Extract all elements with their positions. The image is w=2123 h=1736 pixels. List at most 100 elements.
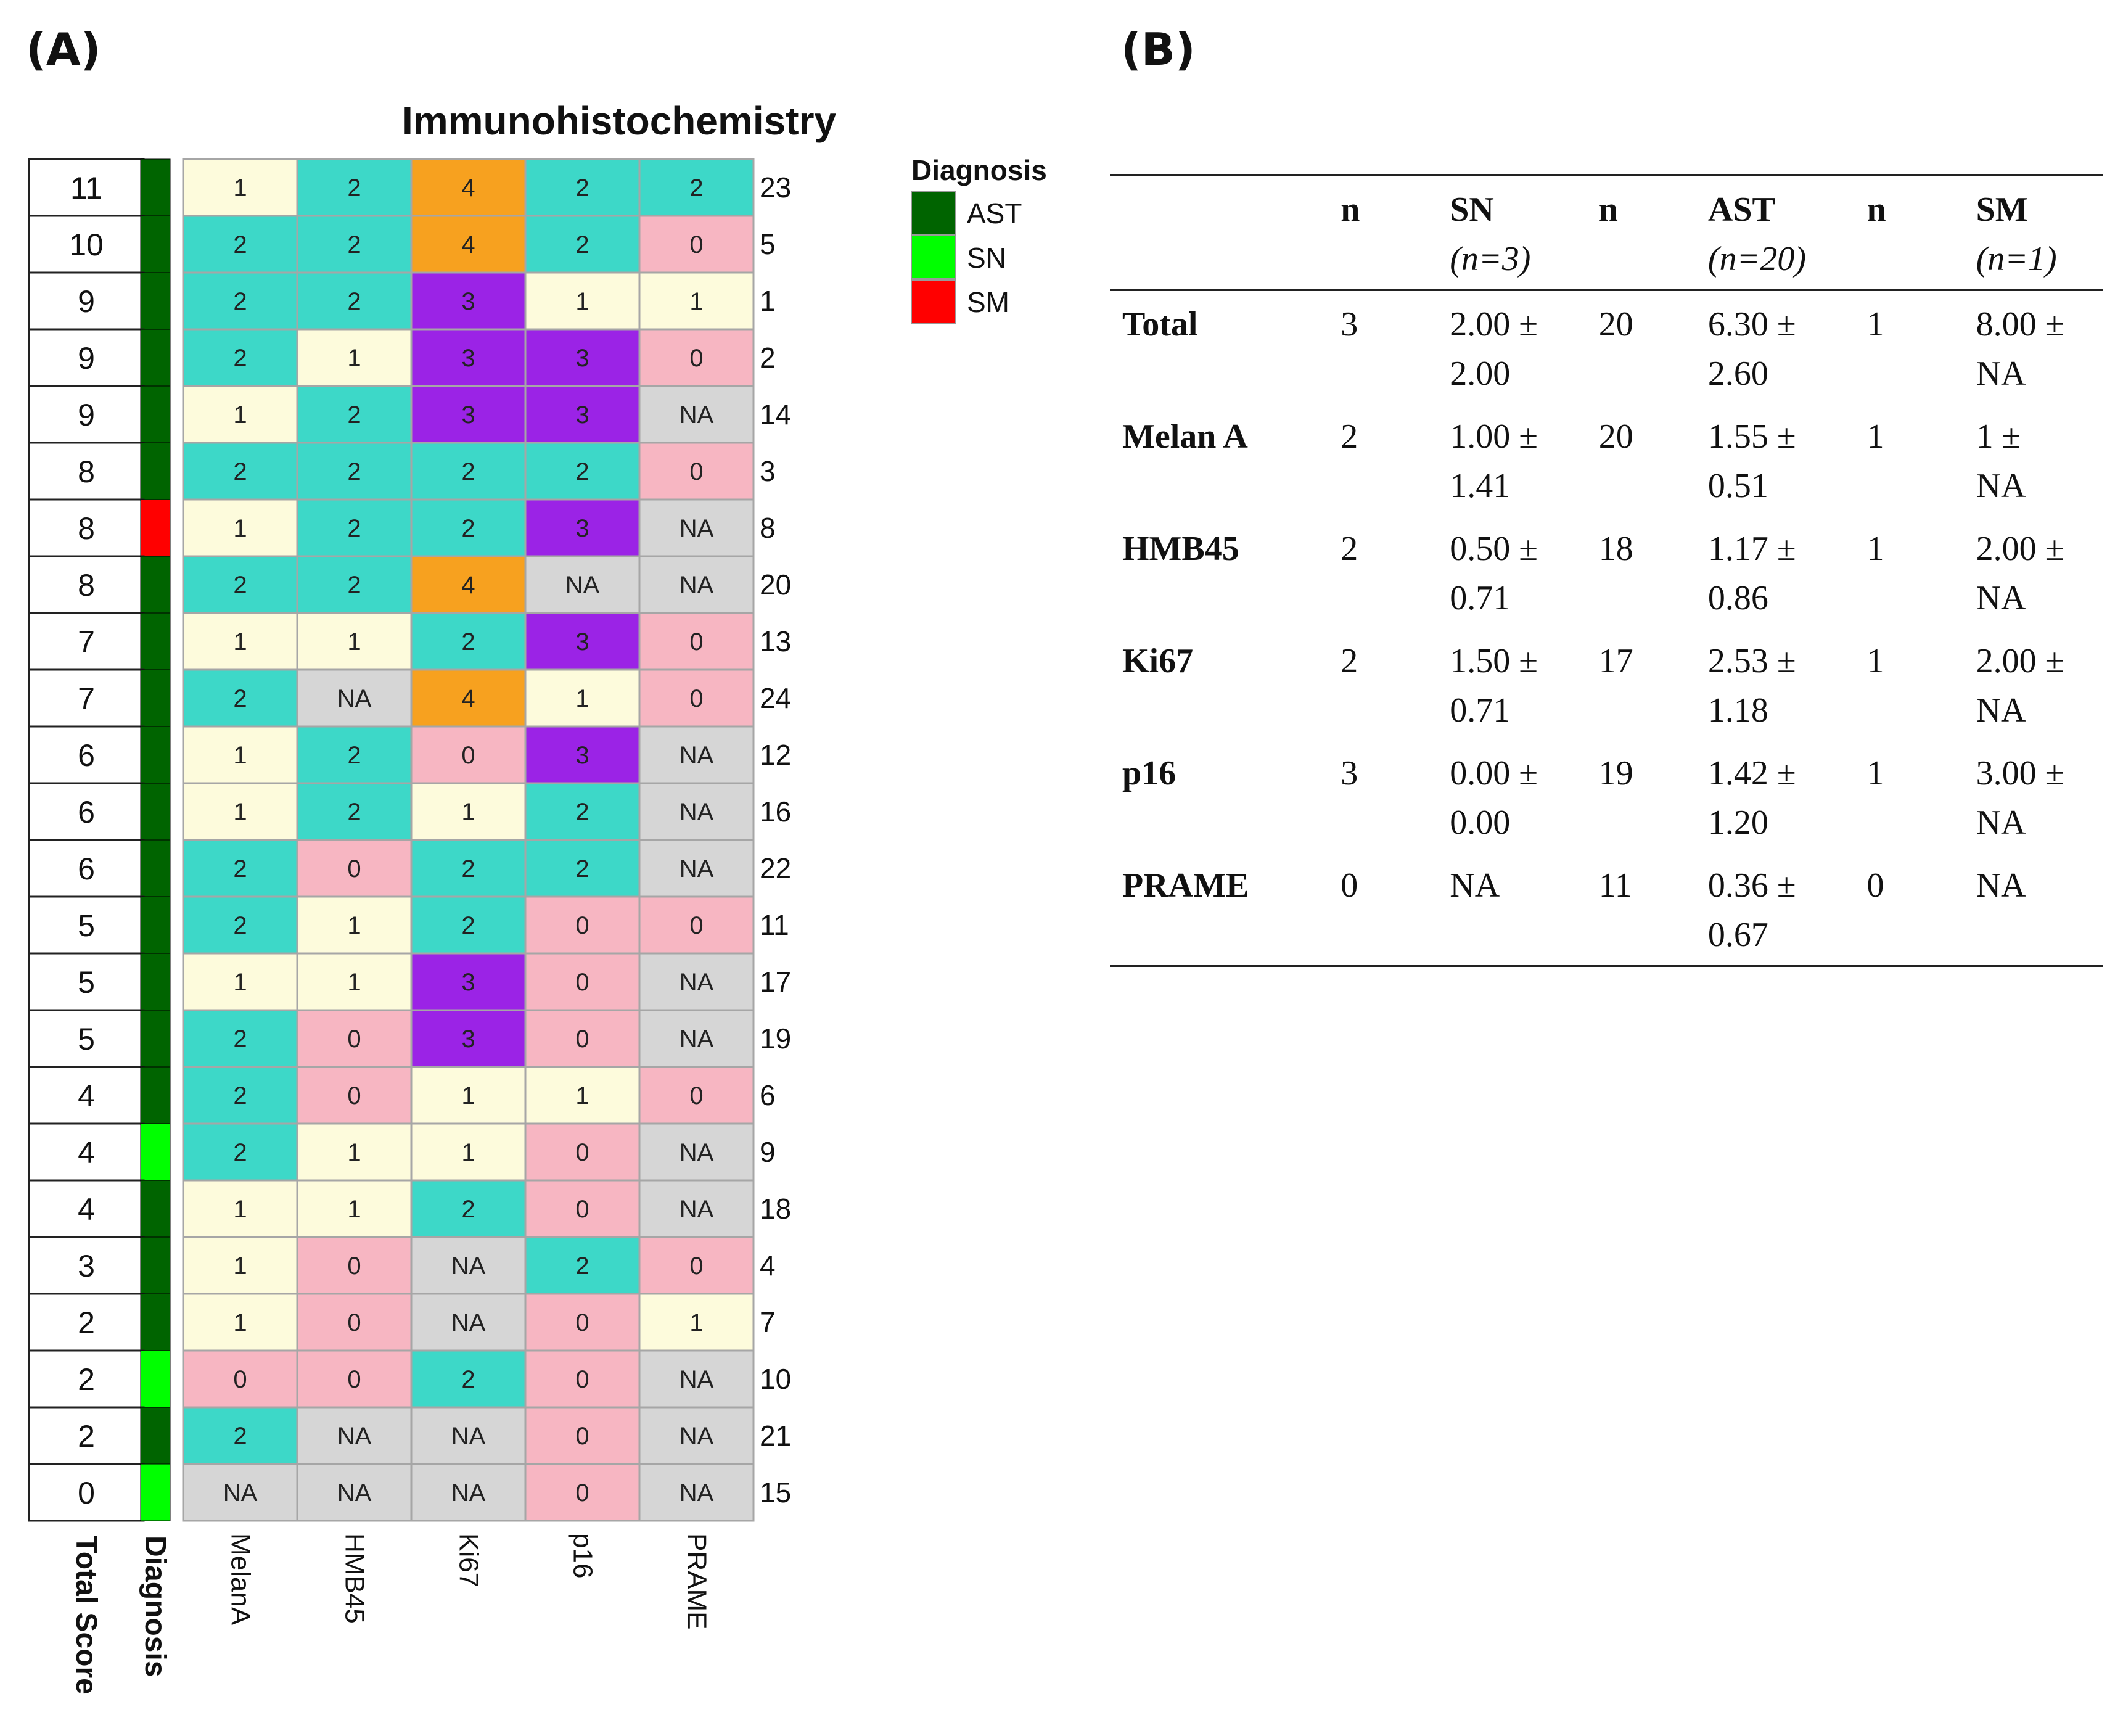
mean-value: 1.55 ± bbox=[1707, 418, 1796, 456]
heatmap-cell bbox=[524, 328, 641, 387]
score-label: 5 bbox=[78, 908, 95, 943]
cell-value: 1 bbox=[347, 969, 361, 996]
row-id-label: 22 bbox=[760, 852, 791, 884]
cell-value: 1 bbox=[461, 799, 475, 826]
score-box bbox=[28, 839, 145, 898]
cell-value: 2 bbox=[575, 855, 589, 882]
cell-value: 0 bbox=[347, 1082, 361, 1109]
heatmap-cell bbox=[182, 1009, 298, 1068]
sd-value: 0.86 bbox=[1707, 579, 1768, 617]
heatmap-cell bbox=[182, 668, 298, 728]
cell-value: NA bbox=[680, 515, 714, 542]
heatmap-cell bbox=[182, 215, 298, 274]
table-row: Total 3 2.00 ± 2.00 20 6.30 ± 2.60 1 8.00 ± NA bbox=[1110, 290, 2103, 403]
diagnosis-cell bbox=[140, 1407, 171, 1465]
table-cell: 20 bbox=[1598, 418, 1633, 456]
score-box bbox=[28, 328, 145, 387]
cell-value: 1 bbox=[233, 401, 247, 429]
cell-value: 3 bbox=[461, 288, 475, 315]
heatmap-cell bbox=[524, 1293, 641, 1352]
table-cell: 2.00 ± NA bbox=[1964, 628, 2103, 740]
cell-value: 2 bbox=[233, 855, 247, 882]
score-box bbox=[28, 612, 145, 671]
heatmap-cell bbox=[410, 1406, 527, 1465]
heatmap-cell bbox=[182, 895, 298, 955]
header-sublabel: (n=20) bbox=[1707, 240, 1806, 278]
heatmap-cell bbox=[182, 952, 298, 1011]
sd-value: 2.00 bbox=[1450, 355, 1511, 393]
score-label: 4 bbox=[78, 1079, 95, 1113]
cell-value: 0 bbox=[233, 1366, 247, 1393]
diagnosis-cell bbox=[140, 1463, 171, 1521]
cell-value: NA bbox=[337, 1479, 372, 1507]
cell-value: 3 bbox=[575, 345, 589, 372]
legend-swatch bbox=[911, 191, 956, 235]
table-cell: 2 bbox=[1341, 530, 1358, 568]
cell-value: 2 bbox=[347, 572, 361, 599]
score-box bbox=[28, 1406, 145, 1465]
heatmap-cell bbox=[296, 895, 413, 955]
row-id-label: 9 bbox=[760, 1136, 776, 1168]
cell-value: 0 bbox=[575, 1026, 589, 1053]
cell-value: NA bbox=[680, 1366, 714, 1393]
heatmap-cell bbox=[524, 498, 641, 557]
cell-value: 1 bbox=[461, 1139, 475, 1166]
score-box bbox=[28, 1179, 145, 1238]
mean-value: 1.42 ± bbox=[1707, 754, 1796, 792]
score-label: 9 bbox=[78, 398, 95, 432]
table-cell: 3 bbox=[1341, 754, 1358, 792]
score-label: 2 bbox=[78, 1306, 95, 1340]
heatmap-cell bbox=[410, 328, 527, 387]
panel-a-label: (A) bbox=[26, 23, 101, 75]
cell-value: NA bbox=[565, 572, 600, 599]
cell-value: 3 bbox=[461, 401, 475, 429]
cell-value: 2 bbox=[233, 458, 247, 485]
table-cell: 1 bbox=[1866, 418, 1884, 456]
cell-value: 2 bbox=[233, 685, 247, 712]
heatmap-cell bbox=[296, 271, 413, 331]
cell-value: NA bbox=[337, 1423, 372, 1450]
sd-value bbox=[1976, 910, 2090, 960]
table-header-cell: SN (n=3) bbox=[1437, 175, 1587, 290]
table-cell: 17 bbox=[1598, 642, 1633, 680]
heatmap-cell bbox=[638, 668, 755, 728]
cell-value: 2 bbox=[575, 458, 589, 485]
diagnosis-cell bbox=[140, 669, 171, 727]
cell-value: 2 bbox=[461, 1366, 475, 1393]
heatmap-cell bbox=[296, 1066, 413, 1125]
heatmap-cell bbox=[182, 612, 298, 671]
table-cell: 1.55 ± 0.51 bbox=[1696, 403, 1855, 516]
row-label: Melan A bbox=[1122, 418, 1248, 456]
heatmap-cell bbox=[524, 1463, 641, 1522]
heatmap-cell bbox=[524, 271, 641, 331]
heatmap-cell bbox=[296, 1009, 413, 1068]
score-box bbox=[28, 1349, 145, 1409]
cell-value: 2 bbox=[347, 401, 361, 429]
table-cell: 19 bbox=[1598, 754, 1633, 792]
table-cell: 18 bbox=[1598, 530, 1633, 568]
row-id-label: 2 bbox=[760, 342, 776, 374]
cell-value: NA bbox=[223, 1479, 258, 1507]
heatmap-cell bbox=[182, 1293, 298, 1352]
row-id-label: 19 bbox=[760, 1022, 791, 1055]
cell-value: 2 bbox=[347, 288, 361, 315]
heatmap-cell bbox=[182, 782, 298, 841]
heatmap-cell bbox=[182, 1463, 298, 1522]
legend-label: SM bbox=[967, 286, 1009, 318]
cell-value: 2 bbox=[347, 231, 361, 258]
sd-value: NA bbox=[1976, 691, 2026, 730]
sd-value: NA bbox=[1976, 579, 2026, 617]
header-label: n bbox=[1341, 191, 1360, 229]
cell-value: 1 bbox=[347, 1139, 361, 1166]
row-id-label: 5 bbox=[760, 228, 776, 260]
score-box bbox=[28, 1236, 145, 1295]
heatmap-cell bbox=[638, 1349, 755, 1409]
diagnosis-cell bbox=[140, 556, 171, 614]
legend-swatch bbox=[911, 235, 956, 279]
table-row: HMB45 2 0.50 ± 0.71 18 1.17 ± 0.86 1 2.00 ± NA bbox=[1110, 516, 2103, 628]
row-label: Total bbox=[1122, 305, 1198, 343]
diagnosis-cell bbox=[140, 442, 171, 500]
table-cell: 2 bbox=[1341, 418, 1358, 456]
heatmap-cell bbox=[182, 1349, 298, 1409]
